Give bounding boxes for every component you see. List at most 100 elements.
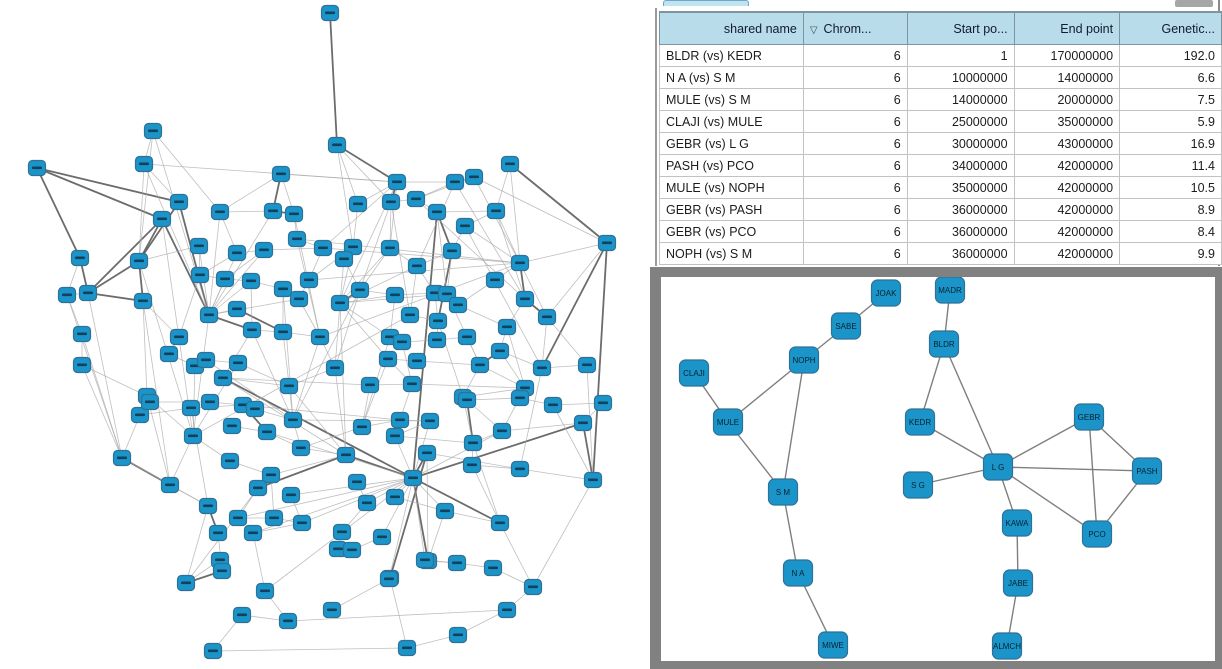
- node-label-smudge: [384, 577, 394, 581]
- column-header-shared-name[interactable]: shared name: [659, 11, 804, 45]
- network-node-group-mule[interactable]: MULE: [712, 408, 744, 436]
- node-label-smudge: [318, 246, 328, 250]
- network-node[interactable]: [1131, 457, 1163, 485]
- node-label-smudge: [412, 359, 422, 363]
- column-header-genetic---[interactable]: Genetic...: [1119, 11, 1222, 45]
- table-cell: BLDR (vs) KEDR: [659, 44, 804, 67]
- network-node[interactable]: [1002, 569, 1034, 597]
- table-row[interactable]: BLDR (vs) KEDR 6 1 170000000 192.0: [659, 44, 1222, 67]
- network-node-group-almch[interactable]: ALMCH: [991, 632, 1023, 660]
- network-edge: [388, 477, 414, 580]
- network-node-group-madr[interactable]: MADR: [934, 277, 966, 304]
- horizontal-scrollbar-thumb[interactable]: [1175, 0, 1213, 7]
- table-row[interactable]: CLAJI (vs) MULE 6 25000000 35000000 5.9: [659, 110, 1222, 133]
- node-label-smudge: [232, 307, 242, 311]
- table-row[interactable]: N A (vs) S M 6 10000000 14000000 6.6: [659, 66, 1222, 89]
- column-header-chrom---[interactable]: ▽ Chrom...: [802, 11, 908, 45]
- network-edge: [997, 466, 1098, 535]
- network-node-group-pash[interactable]: PASH: [1131, 457, 1163, 485]
- network-node[interactable]: [934, 277, 966, 304]
- node-label-smudge: [77, 363, 87, 367]
- table-cell: 20000000: [1013, 88, 1121, 111]
- network-node-group-bldr[interactable]: BLDR: [928, 330, 960, 358]
- network-node[interactable]: [991, 632, 1023, 660]
- network-edge: [138, 201, 180, 262]
- network-node-group-pco[interactable]: PCO: [1081, 520, 1113, 548]
- network-node-group-s-g[interactable]: S G: [902, 471, 934, 499]
- network-edge: [339, 294, 396, 304]
- node-label-smudge: [433, 319, 443, 323]
- network-node[interactable]: [712, 408, 744, 436]
- table-row[interactable]: MULE (vs) NOPH 6 35000000 42000000 10.5: [659, 176, 1222, 199]
- network-edge: [473, 176, 608, 244]
- table-row[interactable]: PASH (vs) PCO 6 34000000 42000000 11.4: [659, 154, 1222, 177]
- full-network-canvas[interactable]: [0, 0, 650, 669]
- node-label-smudge: [237, 613, 247, 617]
- network-edge: [416, 360, 481, 366]
- node-label-smudge: [289, 212, 299, 216]
- table-cell: 6: [802, 198, 908, 221]
- node-label-smudge: [208, 649, 218, 653]
- table-row[interactable]: GEBR (vs) PCO 6 36000000 42000000 8.4: [659, 220, 1222, 243]
- column-header-end-point[interactable]: End point: [1013, 11, 1121, 45]
- network-node[interactable]: [870, 279, 902, 307]
- network-edge: [412, 477, 426, 561]
- table-row[interactable]: GEBR (vs) L G 6 30000000 43000000 16.9: [659, 132, 1222, 155]
- attribute-table-panel: shared name ▽ Chrom... Start po... End point…: [655, 0, 1222, 266]
- network-edge: [336, 144, 359, 205]
- network-edge: [394, 435, 474, 444]
- table-row[interactable]: GEBR (vs) PASH 6 36000000 42000000 8.9: [659, 198, 1222, 221]
- node-label-smudge: [218, 376, 228, 380]
- network-node[interactable]: [982, 453, 1014, 481]
- node-label-smudge: [283, 619, 293, 623]
- node-label-smudge: [362, 501, 372, 505]
- network-node-group-l-g[interactable]: L G: [982, 453, 1014, 481]
- node-label-smudge: [117, 456, 127, 460]
- network-node-group-gebr[interactable]: GEBR: [1073, 403, 1105, 431]
- network-edge: [143, 163, 398, 183]
- network-node-group-claji[interactable]: CLAJI: [678, 359, 710, 387]
- network-node-group-s-m[interactable]: S M: [767, 478, 799, 506]
- table-cell: N A (vs) S M: [659, 66, 804, 89]
- network-node[interactable]: [830, 312, 862, 340]
- table-row[interactable]: MULE (vs) S M 6 14000000 20000000 7.5: [659, 88, 1222, 111]
- network-node[interactable]: [904, 408, 936, 436]
- table-cell: 8.9: [1119, 198, 1222, 221]
- table-row[interactable]: NOPH (vs) S M 6 36000000 42000000 9.9: [659, 242, 1222, 265]
- table-cell: 1: [906, 44, 1015, 67]
- network-edge: [287, 609, 508, 622]
- sort-filter-icon[interactable]: ▽: [809, 24, 818, 36]
- network-edge: [66, 294, 123, 459]
- network-edge: [509, 163, 608, 244]
- network-node-group-kedr[interactable]: KEDR: [904, 408, 936, 436]
- network-node-group-sabe[interactable]: SABE: [830, 312, 862, 340]
- network-node[interactable]: [1001, 509, 1033, 537]
- column-header-start-po---[interactable]: Start po...: [906, 11, 1015, 45]
- network-node[interactable]: [902, 471, 934, 499]
- table-cell: 42000000: [1013, 242, 1121, 265]
- network-node-group-jabe[interactable]: JABE: [1002, 569, 1034, 597]
- network-edge: [138, 130, 154, 262]
- network-edge: [436, 210, 497, 213]
- node-label-smudge: [268, 209, 278, 213]
- network-node[interactable]: [767, 478, 799, 506]
- network-node[interactable]: [817, 631, 849, 659]
- table-cell: MULE (vs) NOPH: [659, 176, 804, 199]
- network-node-group-miwe[interactable]: MIWE: [817, 631, 849, 659]
- network-edge: [152, 130, 210, 316]
- node-label-smudge: [502, 325, 512, 329]
- network-node[interactable]: [678, 359, 710, 387]
- network-node-group-n-a[interactable]: N A: [782, 559, 814, 587]
- network-node[interactable]: [928, 330, 960, 358]
- network-node[interactable]: [1073, 403, 1105, 431]
- network-node-group-noph[interactable]: NOPH: [788, 346, 820, 374]
- network-node[interactable]: [1081, 520, 1113, 548]
- network-edge: [263, 247, 324, 251]
- network-node[interactable]: [782, 559, 814, 587]
- table-tab-fragment[interactable]: [663, 0, 749, 6]
- network-node[interactable]: [788, 346, 820, 374]
- network-node-group-kawa[interactable]: KAWA: [1001, 509, 1033, 537]
- node-label-smudge: [330, 366, 340, 370]
- network-node-group-joak[interactable]: JOAK: [870, 279, 902, 307]
